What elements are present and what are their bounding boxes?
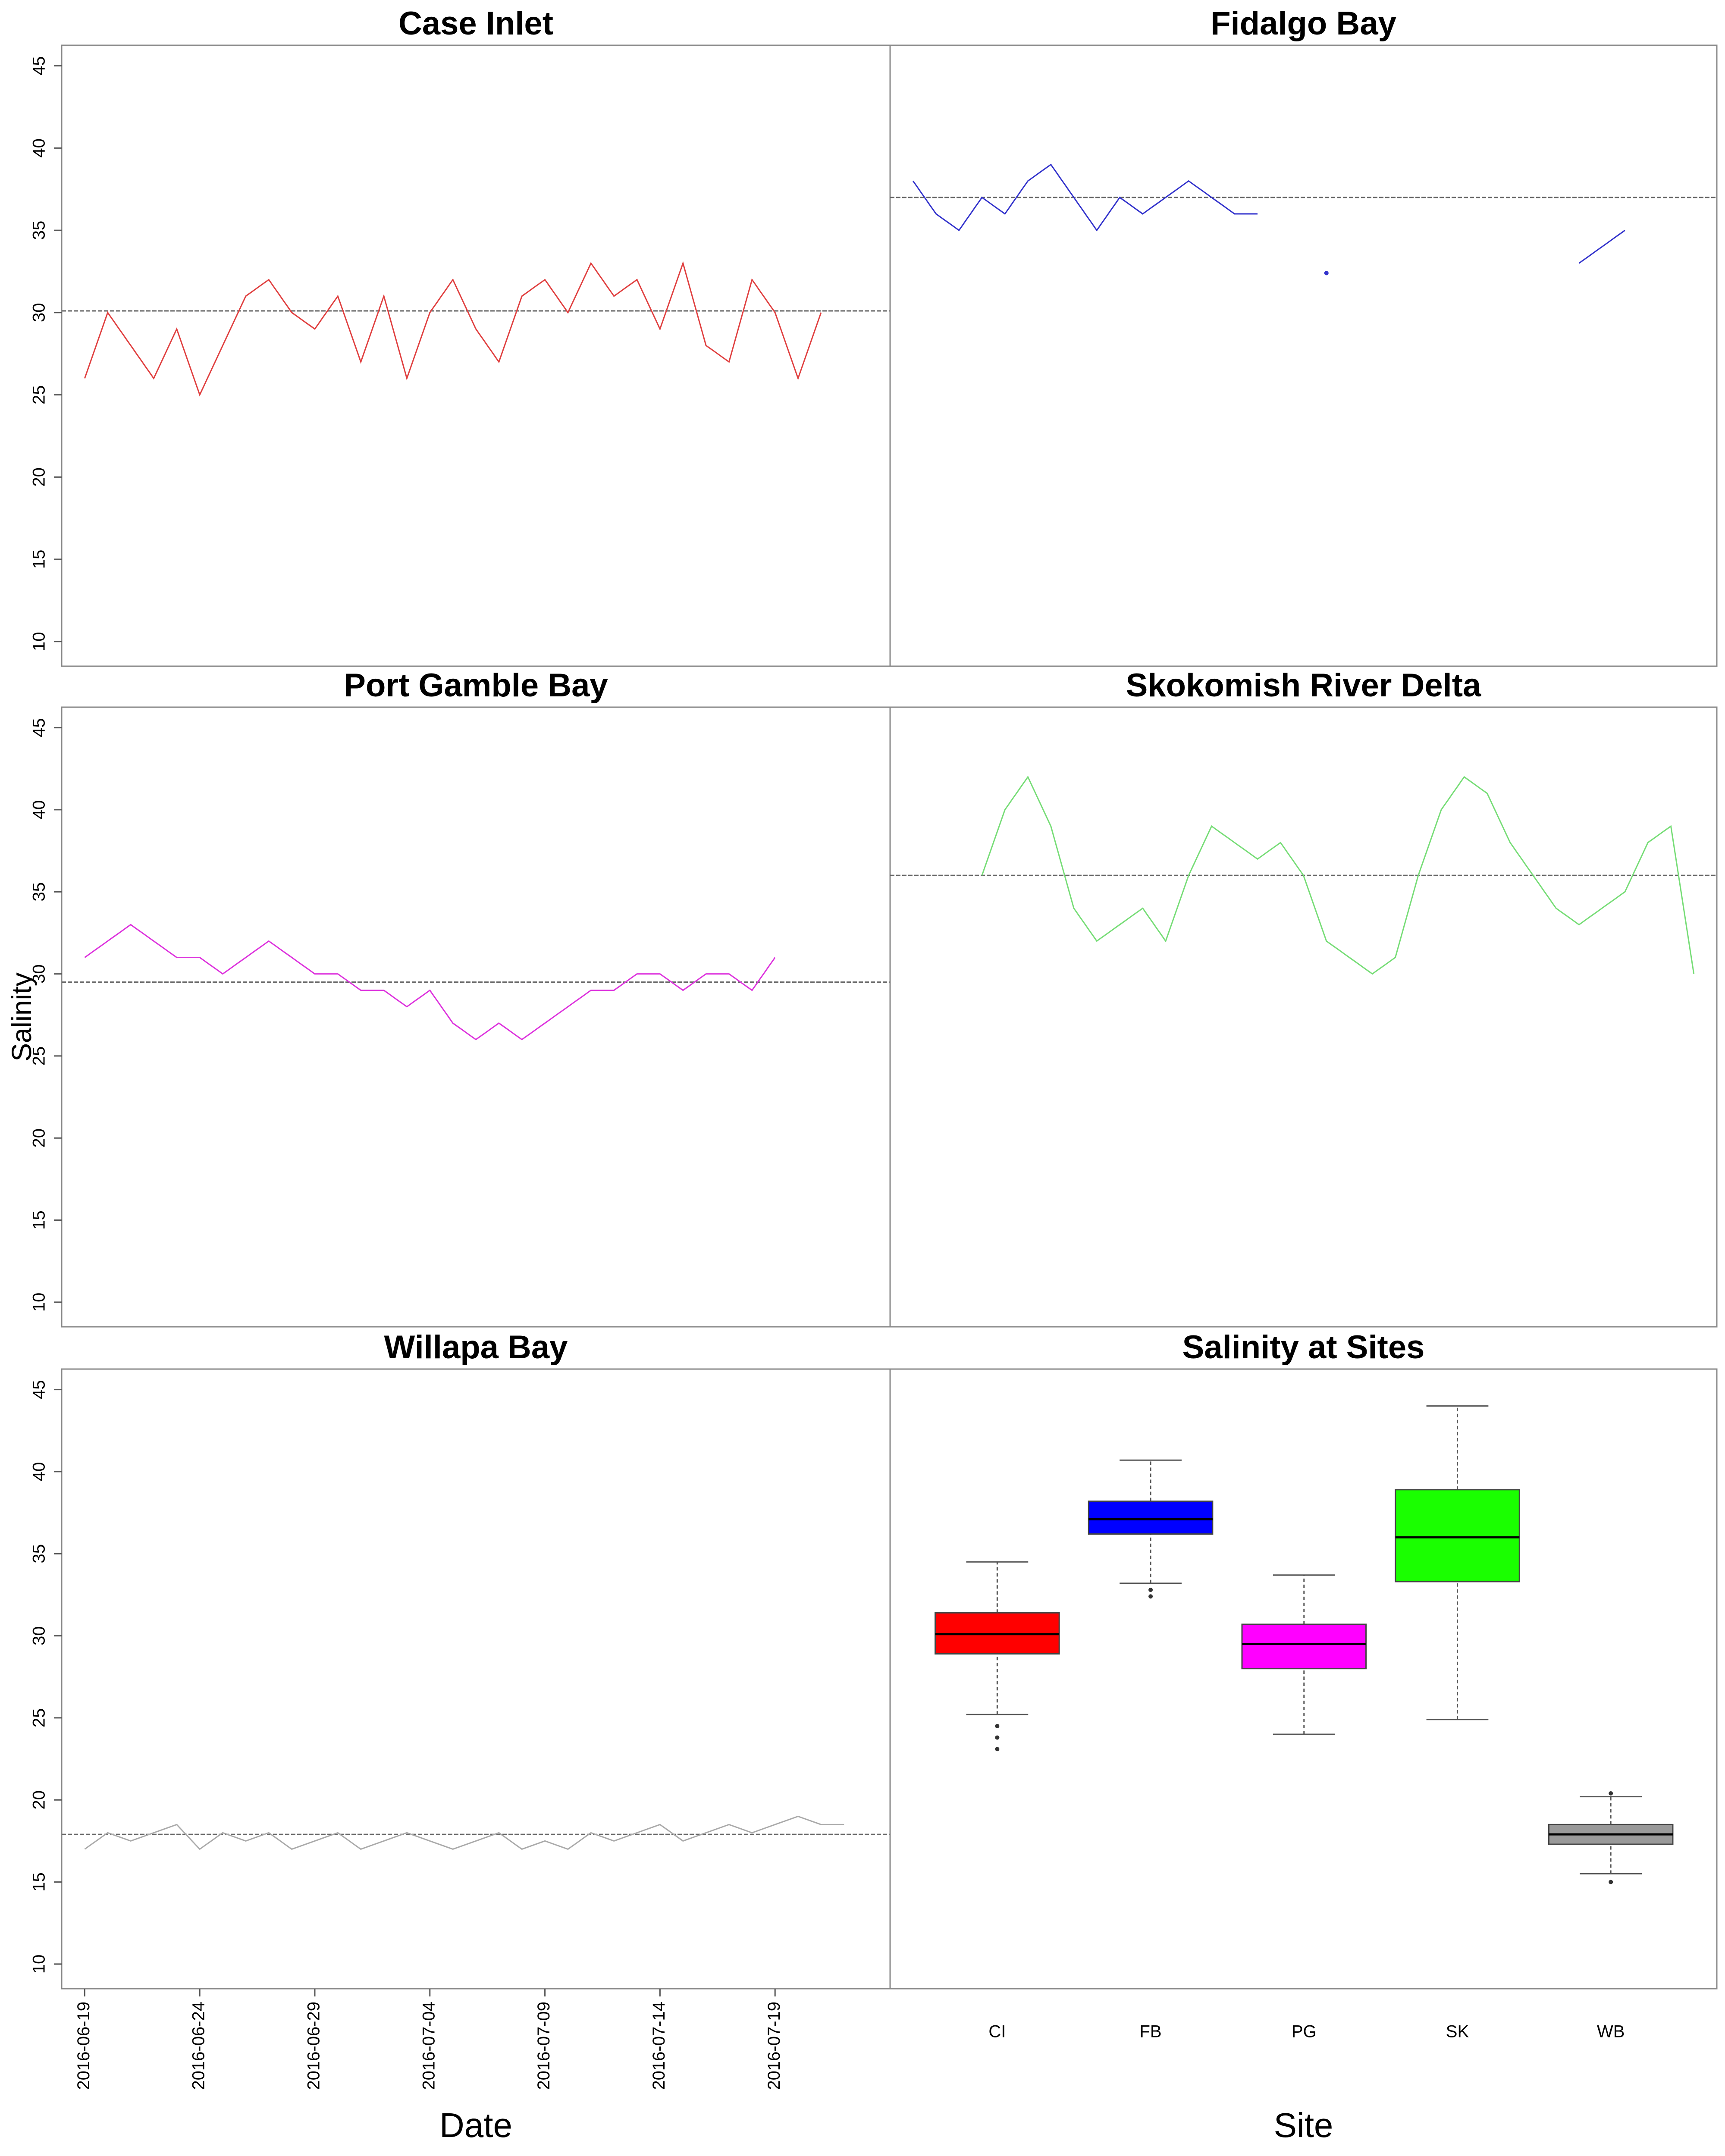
- panel-frame: [889, 706, 1718, 1328]
- y-tick-label: 20: [30, 1128, 49, 1148]
- x-tick-label: CI: [988, 2022, 1006, 2041]
- data-line: [84, 1815, 844, 1850]
- y-tick-label: 30: [30, 303, 49, 323]
- data-line: [84, 924, 776, 1040]
- y-tick-label: 30: [30, 1626, 49, 1645]
- y-tick-label: 25: [30, 385, 49, 404]
- chart-title: Case Inlet: [398, 5, 553, 42]
- x-tick-label: 2016-07-14: [649, 2002, 668, 2090]
- x-tick-label: 2016-06-29: [304, 2002, 323, 2090]
- chart-title: Willapa Bay: [384, 1329, 568, 1366]
- panel-frame: [61, 706, 891, 1328]
- y-tick-label: 20: [30, 467, 49, 487]
- data-point: [1324, 271, 1329, 276]
- x-tick-label: WB: [1597, 2022, 1625, 2041]
- chart-title: Skokomish River Delta: [1126, 667, 1481, 704]
- data-line: [84, 261, 822, 397]
- data-line: [981, 775, 1695, 975]
- y-tick-label: 25: [30, 1047, 49, 1066]
- x-tick-label: FB: [1140, 2022, 1162, 2041]
- outlier: [995, 1747, 1000, 1752]
- y-tick-label: 15: [30, 550, 49, 569]
- outlier: [1148, 1587, 1153, 1592]
- y-tick-label: 45: [30, 718, 49, 737]
- x-axis-label: Site: [1274, 2106, 1333, 2144]
- y-tick-label: 30: [30, 964, 49, 984]
- y-tick-label: 20: [30, 1790, 49, 1810]
- y-tick-label: 10: [30, 1293, 49, 1312]
- y-tick-label: 35: [30, 1544, 49, 1564]
- x-tick-label: 2016-07-19: [765, 2002, 784, 2090]
- box: [1395, 1489, 1520, 1583]
- outlier: [995, 1735, 1000, 1740]
- y-tick-label: 35: [30, 221, 49, 240]
- y-tick-label: 40: [30, 138, 49, 158]
- y-tick-label: 35: [30, 882, 49, 902]
- panel-frame: [889, 1368, 1718, 1990]
- x-tick-label: 2016-06-19: [74, 2002, 93, 2090]
- y-tick-label: 40: [30, 1462, 49, 1482]
- data-line: [913, 163, 1258, 232]
- y-tick-label: 15: [30, 1210, 49, 1230]
- y-tick-label: 15: [30, 1872, 49, 1892]
- y-tick-label: 45: [30, 1380, 49, 1399]
- y-tick-label: 10: [30, 632, 49, 652]
- outlier: [1609, 1880, 1613, 1884]
- data-line: [1578, 229, 1625, 264]
- outlier: [995, 1724, 1000, 1728]
- x-tick-label: 2016-06-24: [189, 2002, 208, 2090]
- panel-frame: [889, 44, 1718, 667]
- y-axis-label: Salinity: [6, 972, 37, 1061]
- chart-title: Fidalgo Bay: [1211, 5, 1396, 42]
- chart-title: Salinity at Sites: [1182, 1329, 1425, 1366]
- y-tick-label: 45: [30, 56, 49, 75]
- box: [1241, 1623, 1367, 1670]
- outlier: [1609, 1791, 1613, 1796]
- x-tick-label: PG: [1292, 2022, 1317, 2041]
- y-tick-label: 10: [30, 1955, 49, 1974]
- y-tick-label: 25: [30, 1708, 49, 1728]
- x-tick-label: 2016-07-04: [419, 2002, 438, 2090]
- chart-title: Port Gamble Bay: [344, 667, 608, 704]
- x-axis-label: Date: [439, 2106, 512, 2144]
- box: [1088, 1500, 1214, 1535]
- x-tick-label: 2016-07-09: [534, 2002, 553, 2090]
- outlier: [1148, 1594, 1153, 1599]
- x-tick-label: SK: [1446, 2022, 1469, 2041]
- panel-frame: [61, 1368, 891, 1990]
- y-tick-label: 40: [30, 800, 49, 820]
